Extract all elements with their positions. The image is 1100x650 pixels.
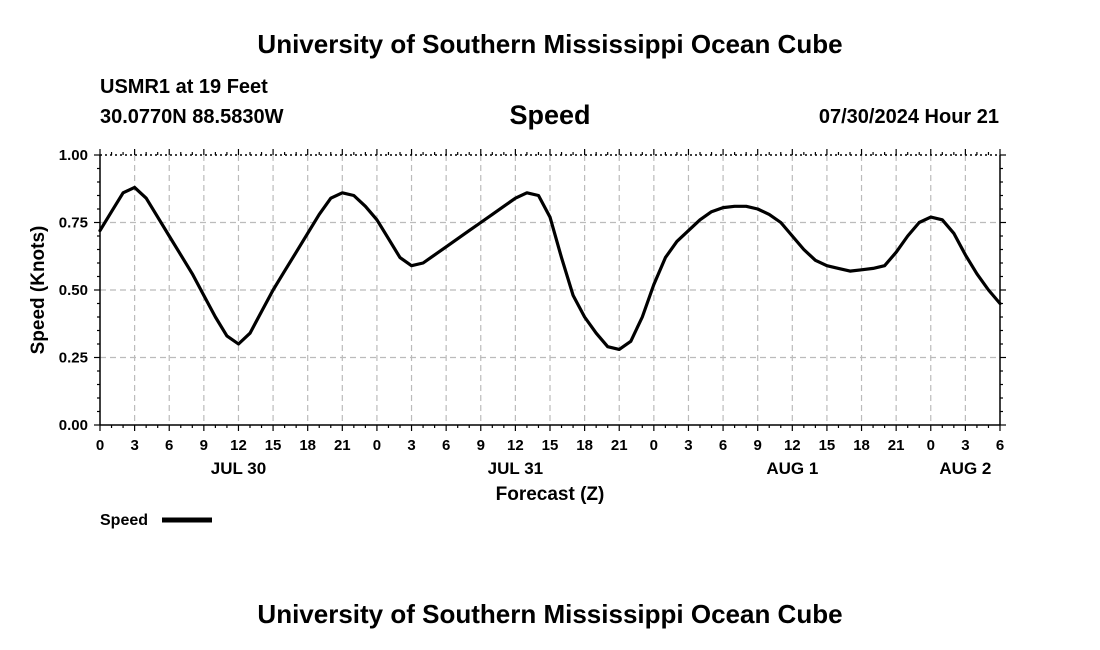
axis-labels: 0 3 6 9 12 15 18 21 0 3 6 9 12 15 18 21 0 3 6 9 12 15 18 21 0 3 6 J… — [28, 147, 1004, 505]
x-tick-label: 21 — [611, 437, 628, 454]
x-tick-label: 6 — [719, 437, 727, 454]
station-label: USMR1 at 19 Feet — [100, 76, 268, 98]
axes — [94, 149, 1006, 431]
y-tick-label: 0.50 — [59, 282, 88, 299]
x-tick-label: 3 — [684, 437, 692, 454]
y-tick-label: 1.00 — [59, 147, 88, 164]
series-line-speed — [98, 185, 1002, 351]
x-tick-label: 0 — [373, 437, 381, 454]
x-tick-label: 21 — [888, 437, 905, 454]
x-tick-label: 3 — [961, 437, 969, 454]
y-tick-label: 0.25 — [59, 350, 88, 367]
x-date-label: JUL 31 — [488, 459, 543, 478]
x-axis-title: Forecast (Z) — [496, 484, 605, 505]
legend-label: Speed — [100, 512, 148, 529]
x-tick-label: 12 — [784, 437, 801, 454]
x-tick-label: 3 — [407, 437, 415, 454]
x-tick-label: 0 — [650, 437, 658, 454]
legend: Speed — [100, 512, 212, 529]
x-tick-label: 6 — [442, 437, 450, 454]
x-tick-label: 18 — [576, 437, 593, 454]
x-tick-label: 15 — [265, 437, 282, 454]
x-tick-label: 9 — [200, 437, 208, 454]
x-tick-label: 0 — [96, 437, 104, 454]
x-tick-label: 15 — [542, 437, 559, 454]
x-date-label: AUG 2 — [939, 459, 991, 478]
x-tick-label: 0 — [927, 437, 935, 454]
x-tick-label: 12 — [507, 437, 524, 454]
coordinates-label: 30.0770N 88.5830W — [100, 106, 284, 128]
x-tick-label: 18 — [299, 437, 316, 454]
forecast-datetime: 07/30/2024 Hour 21 — [818, 106, 999, 128]
plot-title: Speed — [509, 100, 591, 130]
x-tick-label: 15 — [819, 437, 836, 454]
x-tick-label: 9 — [754, 437, 762, 454]
x-tick-label: 6 — [996, 437, 1004, 454]
grid — [100, 155, 1000, 425]
footer-title: University of Southern Mississippi Ocean… — [257, 599, 843, 629]
x-tick-label: 18 — [853, 437, 870, 454]
page-title: University of Southern Mississippi Ocean… — [257, 29, 843, 59]
y-axis-title: Speed (Knots) — [28, 226, 49, 355]
y-tick-label: 0.75 — [59, 215, 88, 232]
x-date-label: JUL 30 — [211, 459, 266, 478]
y-tick-label: 0.00 — [59, 417, 88, 434]
x-tick-label: 3 — [130, 437, 138, 454]
x-tick-label: 9 — [477, 437, 485, 454]
x-tick-label: 6 — [165, 437, 173, 454]
x-tick-label: 12 — [230, 437, 247, 454]
series — [98, 185, 1002, 351]
x-date-label: AUG 1 — [766, 459, 818, 478]
x-tick-label: 21 — [334, 437, 351, 454]
